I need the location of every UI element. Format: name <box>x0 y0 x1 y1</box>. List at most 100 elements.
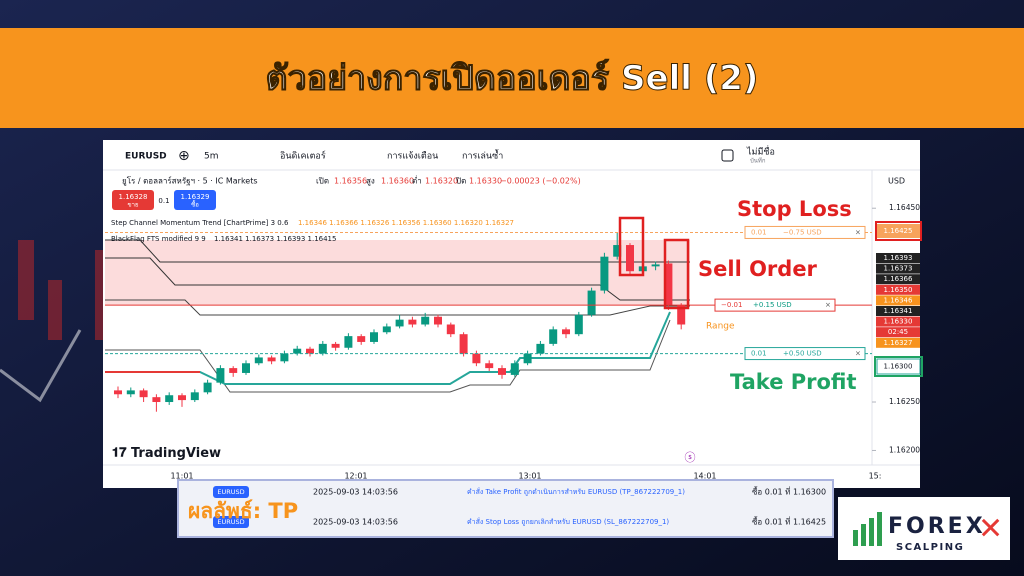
price-tag-bg <box>876 306 920 316</box>
layout-name[interactable]: ไม่มีชื่อ <box>746 145 775 158</box>
sell-order-annotation: Sell Order <box>698 257 818 281</box>
symbol[interactable]: EURUSD <box>125 152 167 162</box>
order-close[interactable]: × <box>855 350 861 358</box>
high-label: สูง <box>366 177 375 187</box>
candle-body <box>229 368 238 373</box>
highlight-box <box>875 221 922 241</box>
take-profit-annotation: Take Profit <box>730 370 857 394</box>
indicator-values: 1.16341 1.16373 1.16393 1.16415 <box>214 235 336 243</box>
candle-body <box>510 363 519 375</box>
candle-body <box>203 382 212 393</box>
candle-body <box>306 348 314 354</box>
order-close[interactable]: × <box>855 228 861 236</box>
price-tag-bg <box>876 337 920 348</box>
order-box <box>744 225 866 239</box>
watermark: 𝟏𝟕 TradingView <box>112 446 221 461</box>
y-tick-label: 1.16250 <box>889 397 920 406</box>
tp-tag: 1.16300 <box>884 363 913 371</box>
x-tick-label: 15: <box>869 472 882 481</box>
saved-status: บันทึก <box>750 158 766 165</box>
price-tag-bg <box>876 274 920 285</box>
candle-body <box>485 363 494 369</box>
interval[interactable]: 5m <box>204 152 219 162</box>
candle-body <box>651 264 660 267</box>
open-label: เปิด <box>316 177 329 186</box>
order-pnl: +0.15 USD <box>753 301 792 309</box>
candle-body <box>434 316 442 325</box>
alerts-button[interactable]: การแจ้งเตือน <box>387 151 438 162</box>
row-time: 2025-09-03 14:03:56 <box>313 488 398 497</box>
tp-tag-bg <box>876 358 921 375</box>
row-message: คำสั่ง Take Profit ถูกดำเนินการสำหรับ EU… <box>467 487 685 496</box>
sell-label[interactable]: ขาย <box>128 202 139 209</box>
candle-body <box>574 314 583 335</box>
y-tick-label: 1.16200 <box>889 445 920 454</box>
stop-tag-bg <box>876 224 920 238</box>
candle-body <box>114 390 122 395</box>
buy-button[interactable] <box>174 190 216 210</box>
indicator-name: BlackFlag FTS modified 9 9 <box>111 235 206 243</box>
candle-body <box>357 336 366 342</box>
price-tag-bg <box>876 253 920 263</box>
candle-body <box>536 343 545 354</box>
price-tag: 1.16373 <box>884 265 913 273</box>
candle-body <box>165 395 174 403</box>
candle-body <box>549 329 558 344</box>
row-action: ซื้อ 0.01 ที่ 1.16300 <box>752 486 826 497</box>
order-close[interactable]: × <box>825 301 831 309</box>
price-tag-bg <box>876 284 920 295</box>
low-label: ต่ำ <box>412 175 422 186</box>
close-value: 1.16330 <box>469 177 502 186</box>
price-tag-bg <box>876 295 920 306</box>
candle-body <box>421 316 430 325</box>
indicator-name: Step Channel Momentum Trend [ChartPrime]… <box>111 219 289 227</box>
y-tick-label: 1.16450 <box>889 203 920 212</box>
channel-lines <box>105 239 690 393</box>
candle-body <box>446 324 455 335</box>
chart-panel <box>103 140 920 488</box>
candle-body <box>242 363 250 373</box>
replay-button[interactable]: การเล่นซ้ำ <box>462 149 503 162</box>
candle-body <box>190 392 199 401</box>
indicator-values: 1.16346 1.16366 1.16326 1.16356 1.16360 … <box>298 219 514 227</box>
candle-body <box>178 395 186 401</box>
stop-tag: 1.16425 <box>884 227 913 235</box>
candle-body <box>280 353 289 362</box>
sell-price[interactable]: 1.16328 <box>119 193 148 201</box>
indicator-bg <box>109 217 549 228</box>
candle-body <box>587 290 596 315</box>
logo-x: ✕ <box>978 512 1003 547</box>
order-pnl: +0.50 USD <box>783 350 822 358</box>
row-time: 2025-09-03 14:03:56 <box>313 518 398 527</box>
buy-price[interactable]: 1.16329 <box>181 193 210 201</box>
x-tick-label: 11:01 <box>170 472 193 481</box>
order-box <box>714 298 836 312</box>
add-button[interactable]: ⊕ <box>178 148 190 164</box>
price-tag: 1.16393 <box>884 254 913 262</box>
candle-body <box>267 357 276 362</box>
event-icon[interactable]: ⓢ <box>685 451 696 464</box>
low-value: 1.16320 <box>425 177 458 186</box>
price-tag: 1.16346 <box>884 296 913 304</box>
buy-label[interactable]: ซื้อ <box>191 199 199 209</box>
open-value: 1.16356 <box>334 177 367 186</box>
price-tag: 1.16341 <box>884 307 913 315</box>
stop-loss-annotation: Stop Loss <box>737 197 852 221</box>
quantity[interactable]: 0.1 <box>158 197 169 205</box>
logo-text: FOREX <box>888 514 986 539</box>
candle-body <box>126 390 135 395</box>
range-label: Range <box>706 322 735 332</box>
x-tick-label: 12:01 <box>344 472 367 481</box>
symbol-badge <box>213 516 249 528</box>
high-value: 1.16360 <box>381 177 414 186</box>
result-label: ผลลัพธ์: TP <box>188 499 298 523</box>
sell-button[interactable] <box>112 190 154 210</box>
price-tag: 1.16366 <box>884 275 913 283</box>
indicators-button[interactable]: อินดิเคเตอร์ <box>280 150 326 162</box>
candle-body <box>344 336 353 348</box>
logo-box <box>838 497 1010 560</box>
candle-body <box>254 357 263 364</box>
change: −0.00023 (−0.02%) <box>500 177 581 186</box>
watermark-text: TradingView <box>131 446 221 461</box>
layout-checkbox[interactable] <box>721 149 734 162</box>
